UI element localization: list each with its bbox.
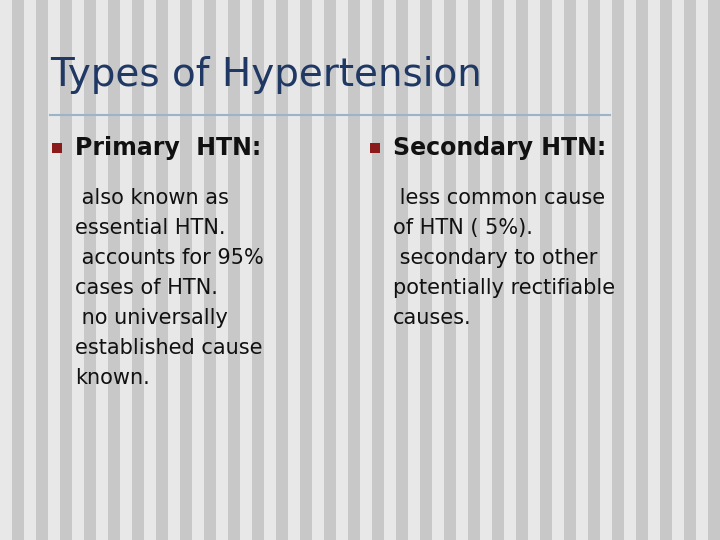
Bar <box>84 0 96 540</box>
Bar <box>216 0 228 540</box>
Bar <box>612 0 624 540</box>
Bar <box>204 0 216 540</box>
Bar <box>420 0 432 540</box>
Text: cases of HTN.: cases of HTN. <box>75 278 218 298</box>
Text: Primary  HTN:: Primary HTN: <box>75 136 261 160</box>
Bar <box>468 0 480 540</box>
Text: potentially rectifiable: potentially rectifiable <box>393 278 615 298</box>
Text: Types of Hypertension: Types of Hypertension <box>50 56 482 94</box>
Bar <box>360 0 372 540</box>
Text: causes.: causes. <box>393 308 472 328</box>
Bar <box>48 0 60 540</box>
Bar <box>120 0 132 540</box>
Bar <box>660 0 672 540</box>
Bar <box>684 0 696 540</box>
Bar <box>288 0 300 540</box>
Bar <box>396 0 408 540</box>
Text: established cause: established cause <box>75 338 263 358</box>
Bar <box>552 0 564 540</box>
Bar <box>370 143 380 153</box>
Bar <box>492 0 504 540</box>
Bar <box>588 0 600 540</box>
Bar <box>708 0 720 540</box>
Bar <box>12 0 24 540</box>
Text: accounts for 95%: accounts for 95% <box>75 248 264 268</box>
Text: Secondary HTN:: Secondary HTN: <box>393 136 606 160</box>
Bar <box>372 0 384 540</box>
Bar <box>0 0 12 540</box>
Bar <box>348 0 360 540</box>
Bar <box>516 0 528 540</box>
Text: essential HTN.: essential HTN. <box>75 218 225 238</box>
Text: no universally: no universally <box>75 308 228 328</box>
Bar <box>96 0 108 540</box>
Bar <box>504 0 516 540</box>
Bar <box>564 0 576 540</box>
Bar <box>432 0 444 540</box>
Bar <box>384 0 396 540</box>
Bar <box>228 0 240 540</box>
Text: secondary to other: secondary to other <box>393 248 598 268</box>
Bar <box>408 0 420 540</box>
Bar <box>36 0 48 540</box>
Bar <box>540 0 552 540</box>
Bar <box>624 0 636 540</box>
Bar <box>336 0 348 540</box>
Bar <box>672 0 684 540</box>
Bar <box>144 0 156 540</box>
Bar <box>52 143 62 153</box>
Bar <box>24 0 36 540</box>
Bar <box>576 0 588 540</box>
Bar <box>648 0 660 540</box>
Bar <box>300 0 312 540</box>
Bar <box>108 0 120 540</box>
Bar <box>252 0 264 540</box>
Bar <box>480 0 492 540</box>
Text: known.: known. <box>75 368 150 388</box>
Bar <box>156 0 168 540</box>
Bar <box>168 0 180 540</box>
Bar <box>600 0 612 540</box>
Bar <box>528 0 540 540</box>
Bar <box>312 0 324 540</box>
Text: also known as: also known as <box>75 188 229 208</box>
Bar <box>264 0 276 540</box>
Bar <box>192 0 204 540</box>
Bar <box>180 0 192 540</box>
Bar <box>132 0 144 540</box>
Text: less common cause: less common cause <box>393 188 605 208</box>
Bar <box>444 0 456 540</box>
Bar <box>636 0 648 540</box>
Bar <box>456 0 468 540</box>
Bar <box>240 0 252 540</box>
Bar <box>72 0 84 540</box>
Bar <box>696 0 708 540</box>
Bar <box>60 0 72 540</box>
Bar <box>324 0 336 540</box>
Bar <box>276 0 288 540</box>
Text: of HTN ( 5%).: of HTN ( 5%). <box>393 218 533 238</box>
